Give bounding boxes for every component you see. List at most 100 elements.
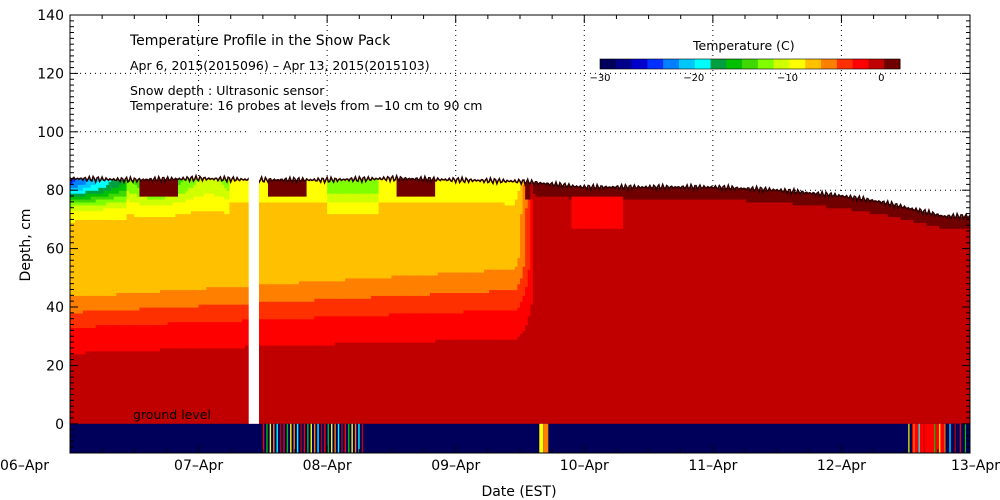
temperature-cell (424, 274, 429, 296)
temperature-cell (934, 225, 938, 425)
colorbar-swatch (678, 59, 696, 69)
temperature-cell (404, 196, 408, 203)
temperature-cell (126, 198, 130, 215)
temperature-cell (620, 187, 624, 197)
temperature-cell (206, 210, 210, 288)
temperature-cell (154, 179, 159, 197)
temperature-cell (178, 347, 182, 425)
temperature-cell (198, 289, 202, 305)
temperature-cell (496, 180, 501, 203)
temperature-cell (136, 309, 141, 326)
temperature-cell (687, 198, 691, 425)
temperature-cell (70, 327, 74, 355)
temperature-cell (221, 210, 225, 288)
temperature-cell (599, 187, 603, 197)
temperature-cell (98, 204, 102, 212)
temperature-cell (766, 201, 771, 425)
temperature-cell (710, 187, 714, 200)
temperature-cell (314, 280, 318, 299)
temperature-cell (226, 321, 231, 349)
temperature-cell (743, 198, 747, 425)
temperature-cell (154, 307, 159, 326)
temperature-cell (895, 216, 899, 425)
temperature-cell (211, 304, 215, 323)
temperature-cell (113, 179, 117, 188)
temperature-cell (82, 193, 87, 197)
temperature-cell (226, 190, 231, 200)
temperature-cell (568, 185, 573, 200)
temperature-cell (90, 327, 94, 352)
temperature-cell (504, 309, 508, 340)
temperature-cell (183, 193, 187, 203)
temperature-cell (640, 198, 645, 425)
temperature-cell (93, 210, 97, 220)
temperature-cell (406, 178, 411, 197)
temperature-cell (298, 301, 303, 320)
temperature-cell (144, 292, 148, 308)
temperature-cell (347, 298, 351, 317)
temperature-cell (908, 208, 912, 220)
temperature-cell (414, 274, 418, 296)
temperature-cell (718, 187, 722, 200)
temperature-cell (214, 286, 218, 305)
temperature-cell (473, 292, 477, 311)
temperature-cell (154, 292, 159, 308)
ground-cell (70, 423, 970, 453)
temperature-cell (584, 187, 588, 197)
temperature-cell (458, 292, 462, 314)
temperature-cell (180, 181, 184, 194)
temperature-cell (113, 350, 117, 425)
temperature-cell (88, 309, 92, 329)
temperature-cell (808, 204, 812, 425)
temperature-cell (823, 194, 827, 206)
temperature-cell (106, 201, 110, 209)
temperature-cell (944, 228, 948, 425)
temperature-cell (160, 347, 164, 425)
temperature-cell (712, 187, 717, 200)
temperature-cell (206, 286, 210, 305)
temperature-cell (463, 339, 467, 425)
temperature-cell (108, 190, 112, 194)
temperature-cell (152, 307, 156, 326)
temperature-cell (77, 184, 81, 191)
temperature-cell (946, 228, 951, 425)
temperature-cell (283, 344, 287, 425)
temperature-cell (306, 344, 310, 425)
temperature-cell (437, 312, 441, 340)
temperature-cell (376, 277, 380, 296)
temperature-cell (219, 347, 223, 425)
temperature-cell (828, 194, 832, 209)
temperature-cell (72, 181, 76, 188)
temperature-cell (527, 269, 531, 317)
temperature-cell (628, 187, 632, 200)
ground-stripe (949, 423, 951, 453)
temperature-cell (319, 179, 323, 203)
temperature-cell (787, 191, 791, 203)
temperature-cell (445, 271, 449, 293)
temperature-cell (160, 216, 164, 291)
temperature-cell (424, 196, 429, 203)
temperature-cell (766, 189, 771, 203)
temperature-cell (867, 210, 871, 425)
temperature-cell (340, 213, 344, 282)
temperature-cell (80, 210, 84, 220)
temperature-cell (149, 307, 153, 326)
temperature-cell (586, 196, 591, 229)
temperature-cell (509, 309, 513, 340)
temperature-cell (93, 184, 97, 191)
temperature-cell (412, 295, 416, 314)
temperature-cell (95, 181, 99, 191)
ground-stripe (944, 423, 946, 453)
temperature-cell (149, 292, 153, 308)
temperature-cell (226, 347, 231, 425)
temperature-cell (293, 201, 297, 285)
temperature-cell (113, 219, 117, 296)
temperature-cell (82, 196, 87, 200)
temperature-cell (504, 269, 508, 291)
temperature-cell (345, 193, 349, 203)
colorbar-swatch (868, 59, 885, 69)
temperature-cell (77, 295, 81, 314)
temperature-cell (759, 201, 763, 425)
temperature-cell (460, 271, 465, 293)
